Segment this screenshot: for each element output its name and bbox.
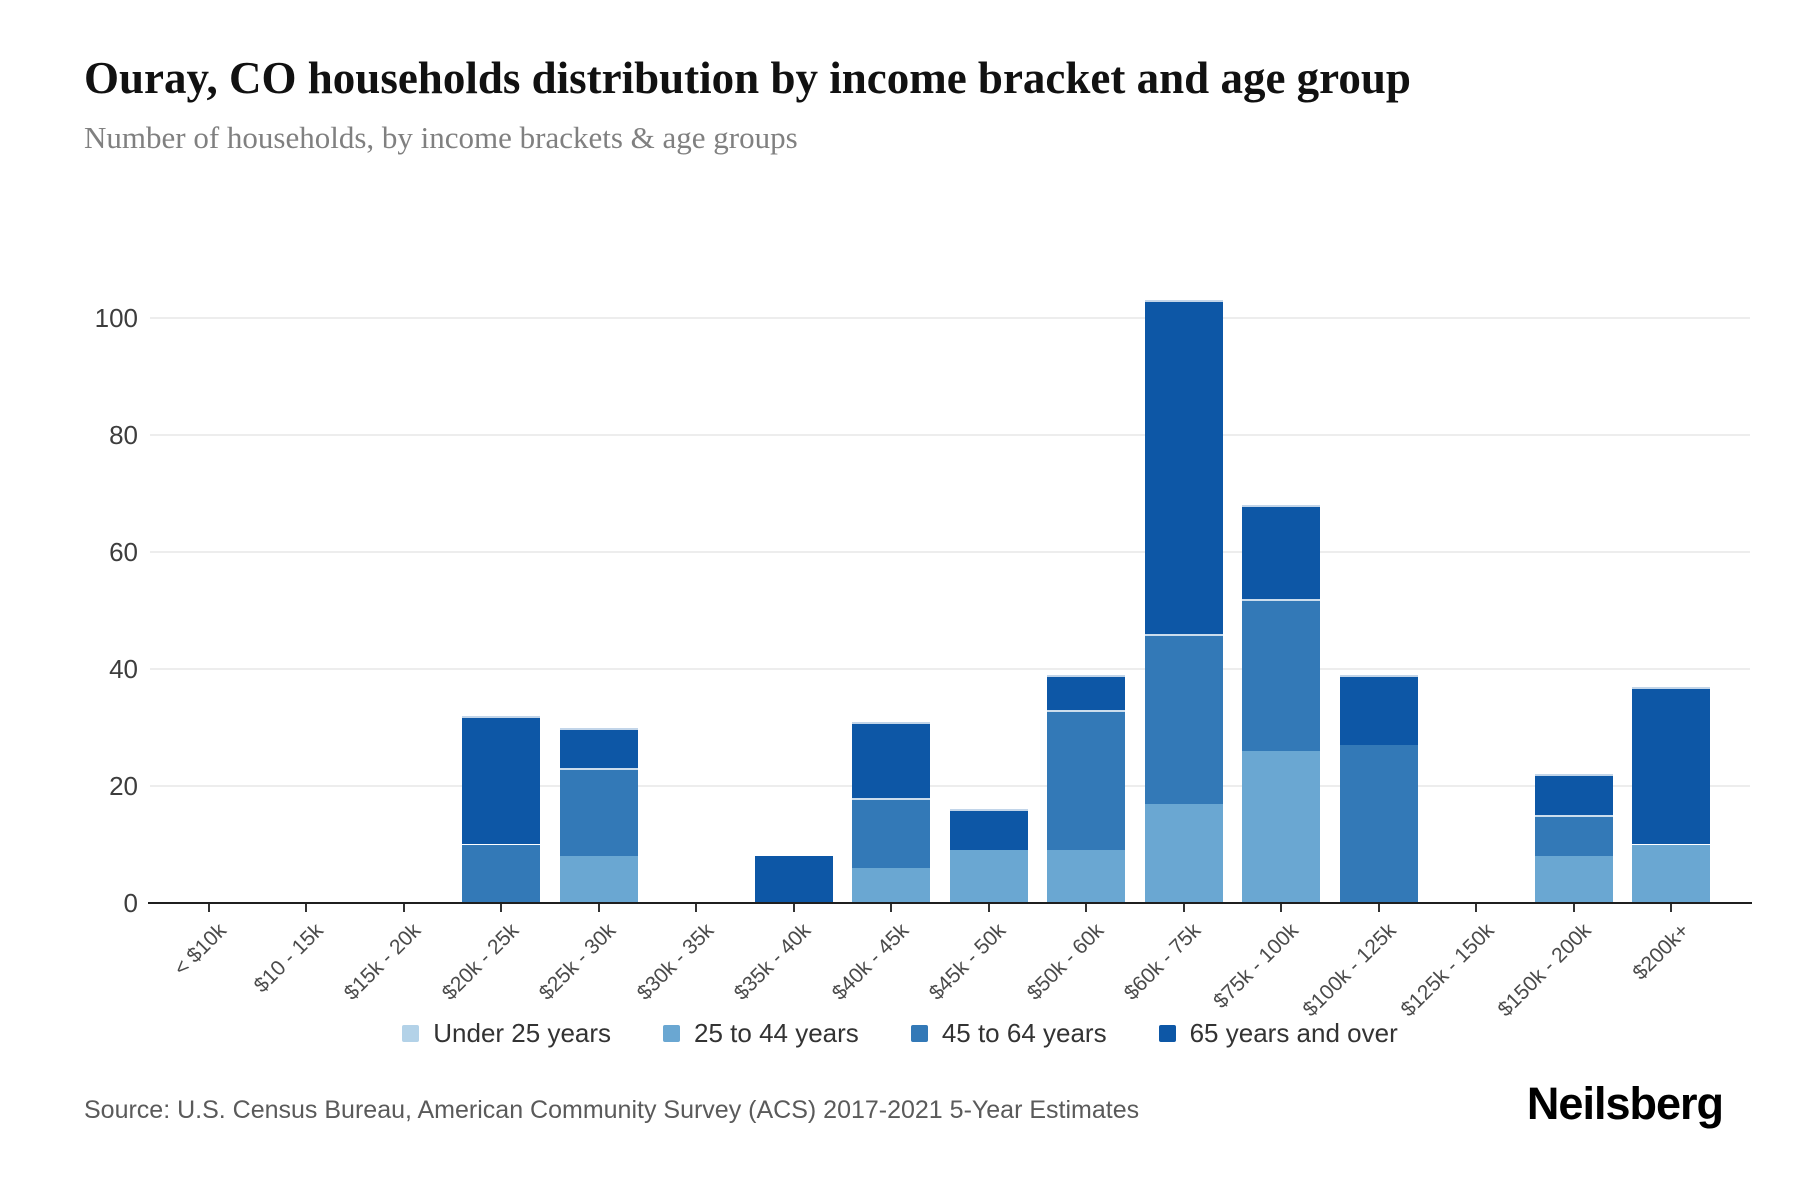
y-axis-tick-label: 40	[109, 654, 138, 684]
y-axis-tick-label: 0	[123, 888, 138, 918]
legend-swatch	[663, 1025, 681, 1042]
y-axis-tick-label: 60	[109, 537, 138, 567]
x-axis-tick-label: $50k - 60k	[1022, 919, 1109, 1005]
y-gridline	[150, 551, 1750, 553]
x-axis-tick	[207, 904, 210, 912]
x-axis-tick	[987, 904, 990, 912]
x-axis-tick-label: $75k - 100k	[1209, 919, 1304, 1013]
x-axis-tick	[597, 904, 600, 912]
y-gridline	[150, 434, 1750, 436]
x-axis-tick-label: $200k+	[1627, 919, 1694, 985]
source-text: Source: U.S. Census Bureau, American Com…	[84, 1096, 1140, 1124]
bar-segment[interactable]	[559, 768, 638, 857]
bar-segment[interactable]	[559, 727, 638, 769]
bar-segment[interactable]	[1144, 633, 1223, 804]
bar-segment[interactable]	[852, 797, 930, 868]
bar-segment[interactable]	[1144, 803, 1223, 903]
legend-label: 45 to 64 years	[941, 1018, 1107, 1048]
legend-swatch	[1158, 1025, 1176, 1042]
legend-item[interactable]: Under 25 years	[402, 1018, 611, 1049]
bar-segment[interactable]	[949, 850, 1028, 903]
brand-logo: Neilsberg	[1526, 1078, 1724, 1129]
x-axis-tick	[890, 904, 892, 912]
x-axis-tick	[695, 904, 697, 912]
chart-subtitle: Number of households, by income brackets…	[84, 120, 798, 155]
x-axis-tick-label: $30k - 35k	[632, 919, 719, 1005]
bar-segment[interactable]	[1047, 709, 1125, 851]
x-axis-tick	[305, 904, 307, 912]
x-axis-tick	[1085, 904, 1087, 912]
bar-segment[interactable]	[852, 867, 930, 903]
bar-segment[interactable]	[1632, 686, 1710, 845]
y-gridline	[150, 668, 1750, 670]
x-axis-tick	[1280, 904, 1282, 912]
bar-segment[interactable]	[1534, 774, 1613, 816]
bar-segment[interactable]	[1047, 850, 1125, 903]
y-gridline	[150, 785, 1750, 787]
legend-swatch	[910, 1025, 928, 1042]
x-axis-tick	[402, 904, 405, 912]
y-axis-tick-label: 20	[109, 771, 138, 801]
bar-segment[interactable]	[462, 844, 540, 903]
chart-title: Ouray, CO households distribution by inc…	[84, 53, 1411, 103]
bar-segment[interactable]	[462, 715, 540, 845]
bar-segment[interactable]	[1339, 745, 1418, 903]
bar-segment[interactable]	[1144, 300, 1223, 634]
bar-segment[interactable]	[754, 856, 833, 903]
x-axis-tick-label: $125k - 150k	[1396, 919, 1499, 1022]
bar-segment[interactable]	[1632, 844, 1710, 903]
bar-segment[interactable]	[949, 809, 1028, 851]
bar-segment[interactable]	[1242, 505, 1320, 599]
x-axis-line	[148, 902, 1752, 904]
x-axis-tick-label: $150k - 200k	[1493, 919, 1596, 1022]
x-axis-tick-label: < $10k	[169, 919, 231, 981]
legend-label: 25 to 44 years	[694, 1018, 859, 1048]
bar-segment[interactable]	[1242, 598, 1320, 751]
bar-segment[interactable]	[1534, 815, 1613, 857]
bar-segment[interactable]	[852, 721, 930, 798]
legend-item[interactable]: 25 to 44 years	[663, 1018, 859, 1049]
bar-segment[interactable]	[1339, 674, 1418, 746]
x-axis-tick	[792, 904, 795, 912]
legend-swatch	[402, 1025, 420, 1042]
bar-segment[interactable]	[1534, 856, 1613, 903]
x-axis-tick	[1182, 904, 1185, 912]
x-axis-tick-label: $20k - 25k	[437, 919, 524, 1005]
x-axis-tick-label: $10 - 15k	[250, 919, 329, 998]
x-axis-tick	[1572, 904, 1575, 912]
x-axis-tick-label: $25k - 30k	[535, 919, 621, 1005]
x-axis-tick-label: $45k - 50k	[925, 919, 1011, 1005]
x-axis-tick-label: $40k - 45k	[827, 919, 914, 1005]
y-gridline	[150, 317, 1750, 319]
x-axis-tick	[1377, 904, 1380, 912]
x-axis-tick	[1475, 904, 1477, 912]
bar-segment[interactable]	[1242, 750, 1320, 903]
x-axis-tick-label: $15k - 20k	[340, 919, 426, 1005]
legend: Under 25 years 25 to 44 years 45 to 64 yea…	[150, 1018, 1650, 1049]
x-axis-tick-label: $35k - 40k	[730, 919, 816, 1005]
x-axis-tick	[1670, 904, 1672, 912]
bar-segment[interactable]	[559, 856, 638, 903]
legend-label: 65 years and over	[1189, 1018, 1398, 1048]
legend-item[interactable]: 65 years and over	[1158, 1018, 1398, 1049]
y-axis-tick-label: 80	[109, 420, 138, 450]
x-axis-tick-label: $100k - 125k	[1298, 919, 1401, 1022]
legend-item[interactable]: 45 to 64 years	[910, 1018, 1107, 1049]
legend-label: Under 25 years	[433, 1018, 612, 1048]
x-axis-tick-label: $60k - 75k	[1120, 919, 1206, 1005]
bar-segment[interactable]	[1047, 674, 1125, 710]
y-axis-tick-label: 100	[94, 303, 138, 333]
x-axis-tick	[500, 904, 502, 912]
